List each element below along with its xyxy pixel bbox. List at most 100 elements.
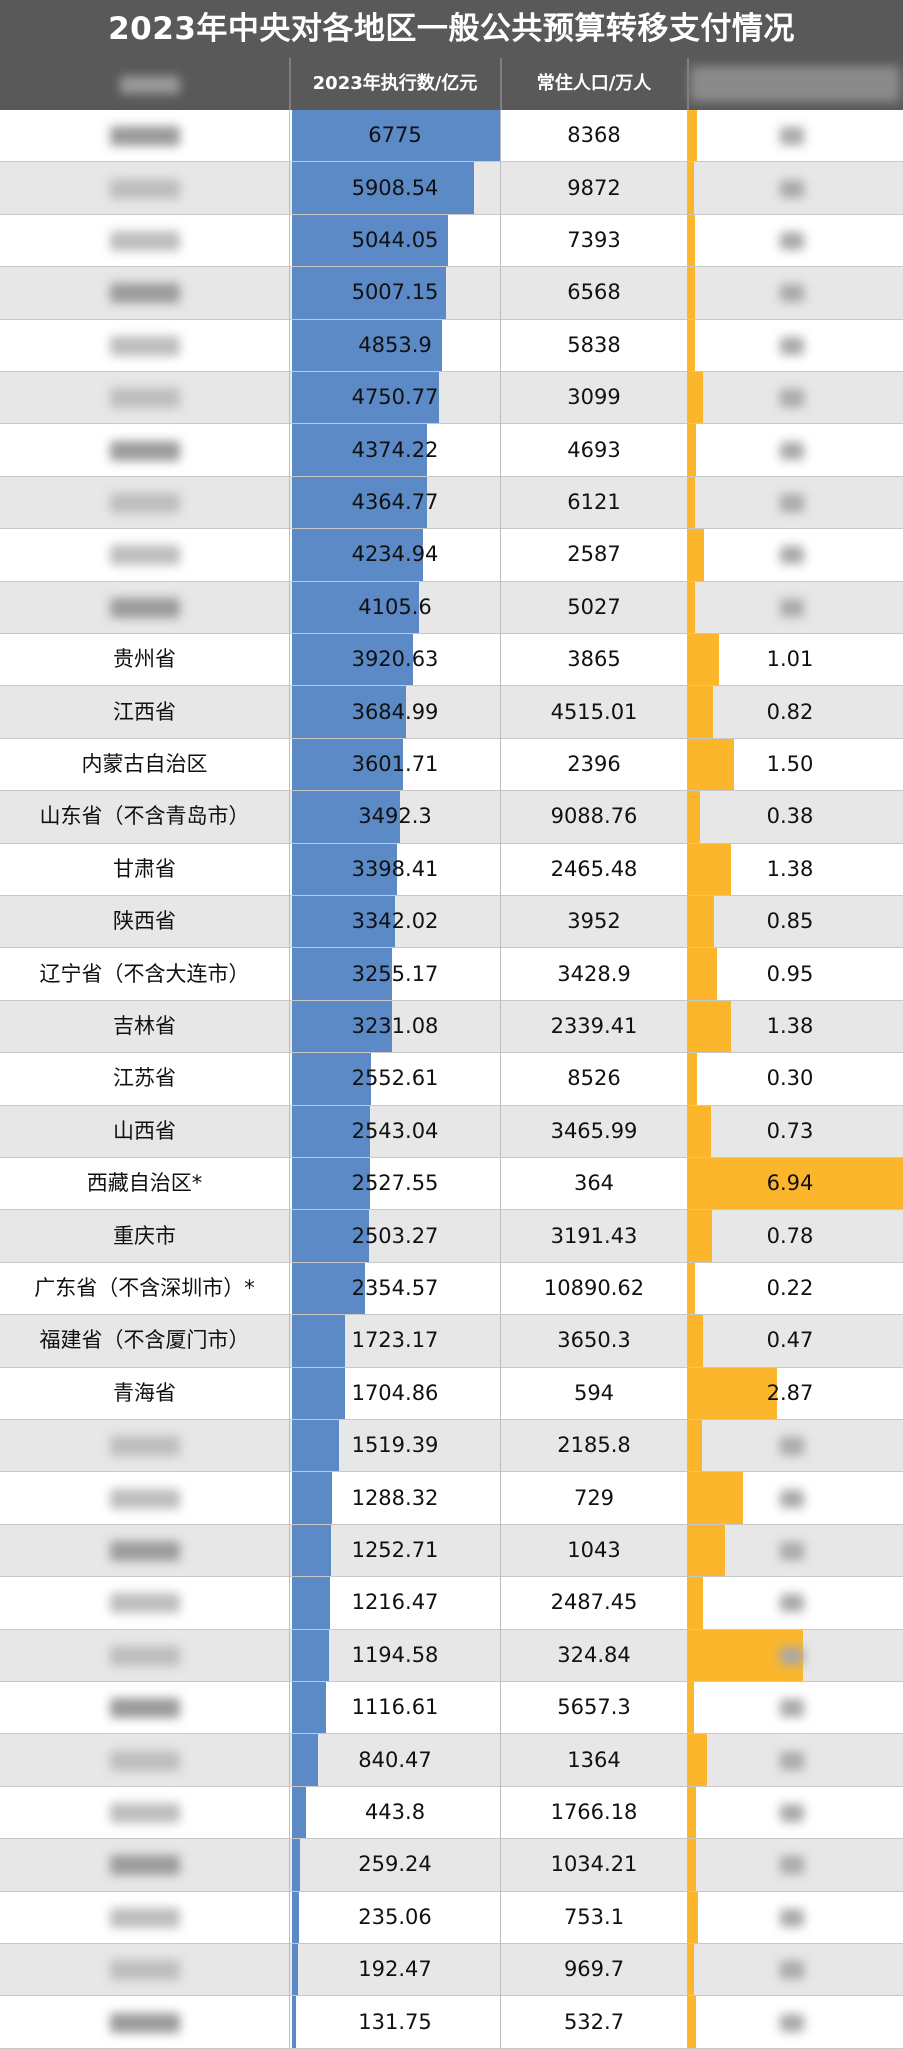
population-value: 324.84 [557, 1642, 631, 1667]
table-row: 江苏省 2552.61 8526 0.30 [0, 1053, 903, 1106]
table-row: 甘肃省 3398.41 2465.48 1.38 [0, 843, 903, 896]
ratio-value: 0.73 [766, 1118, 814, 1143]
ratio-bar [688, 1524, 726, 1578]
table-row: 1252.71 1043 [0, 1524, 903, 1578]
ratio-bar [688, 1000, 731, 1054]
table-row: 5044.05 7393 [0, 214, 903, 268]
ratio-bar [688, 1786, 696, 1840]
population-value: 3865 [567, 647, 621, 672]
ratio-value: 0.78 [766, 1223, 814, 1248]
row-divider [0, 1838, 903, 1840]
table-row: 1519.39 2185.8 [0, 1420, 903, 1473]
region-name: 山西省 [113, 1118, 176, 1143]
amount-value: 4364.77 [351, 489, 439, 514]
table-row: 4750.77 3099 [0, 372, 903, 425]
population-value: 969.7 [563, 1957, 625, 1982]
table-header: 2023年执行数/亿元 常住人口/万人 [0, 58, 903, 110]
population-value: 1043 [567, 1537, 621, 1562]
header-ratio-blur [690, 66, 900, 102]
amount-value: 2354.57 [351, 1275, 439, 1300]
ratio-value: 6.94 [766, 1171, 814, 1196]
ratio-bar [688, 581, 696, 634]
table-row: 4234.94 2587 [0, 529, 903, 582]
amount-bar [292, 529, 423, 582]
table-row: 6775 8368 [0, 110, 903, 163]
header-divider [687, 58, 689, 110]
ratio-value-blurred [780, 1489, 804, 1508]
ratio-bar [688, 1315, 703, 1368]
amount-bar [292, 1786, 306, 1840]
ratio-bar [688, 1734, 708, 1787]
header-amount: 2023年执行数/亿元 [312, 73, 478, 94]
ratio-bar [688, 634, 720, 687]
amount-value: 443.8 [364, 1799, 426, 1824]
row-divider [0, 894, 903, 896]
ratio-value-blurred [780, 1908, 804, 1927]
ratio-value: 1.38 [766, 1013, 814, 1038]
row-divider [0, 161, 903, 163]
region-name: 陕西省 [113, 909, 176, 934]
amount-bar [292, 791, 400, 844]
ratio-bar [688, 476, 695, 530]
amount-bar [292, 634, 413, 687]
table-row: 福建省（不含厦门市） 1723.17 3650.3 0.47 [0, 1315, 903, 1368]
ratio-bar [688, 1996, 696, 2049]
population-value: 2396 [567, 751, 621, 776]
amount-value: 3920.63 [351, 647, 439, 672]
amount-value: 2527.55 [351, 1171, 439, 1196]
ratio-bar [688, 424, 697, 477]
row-divider [0, 1261, 903, 1263]
table-row: 4105.6 5027 [0, 581, 903, 634]
amount-bar [292, 843, 397, 896]
region-name-blurred [110, 1802, 180, 1823]
row-divider [0, 1680, 903, 1682]
region-name: 广东省（不含深圳市）* [34, 1275, 255, 1300]
ratio-value-blurred [780, 2013, 804, 2032]
table-row: 青海省 1704.86 594 2.87 [0, 1367, 903, 1420]
amount-bar [292, 1996, 297, 2049]
ratio-bar [688, 214, 695, 268]
region-name-blurred [110, 1593, 180, 1614]
population-value: 3191.43 [550, 1223, 638, 1248]
amount-bar [292, 1734, 318, 1787]
ratio-value: 0.82 [766, 699, 814, 724]
region-name-blurred [110, 545, 180, 566]
amount-value: 3255.17 [351, 961, 439, 986]
row-divider [0, 1733, 903, 1735]
population-value: 2587 [567, 542, 621, 567]
population-value: 8526 [567, 1066, 621, 1091]
population-value: 729 [573, 1485, 615, 1510]
row-divider [0, 1156, 903, 1158]
ratio-bar [688, 791, 700, 844]
amount-bar [292, 424, 427, 477]
region-name-blurred [110, 126, 180, 147]
column-divider [687, 110, 688, 2048]
region-name-blurred [110, 1436, 180, 1457]
region-name: 重庆市 [113, 1223, 176, 1248]
table-body: 6775 8368 5908.54 9872 5044.05 7393 5007.15 656… [0, 110, 903, 2049]
row-divider [0, 947, 903, 949]
region-name-blurred [110, 1540, 180, 1561]
region-name-blurred [110, 1907, 180, 1928]
table-row: 广东省（不含深圳市）* 2354.57 10890.62 0.22 [0, 1262, 903, 1316]
ratio-bar [688, 110, 698, 163]
region-name: 山东省（不含青岛市） [39, 804, 250, 829]
amount-bar [292, 110, 501, 163]
amount-value: 6775 [368, 123, 422, 148]
region-name-blurred [110, 1750, 180, 1771]
ratio-value-blurred [780, 1751, 804, 1770]
ratio-bar [688, 686, 714, 739]
region-name: 甘肃省 [113, 856, 176, 881]
ratio-value-blurred [780, 389, 804, 408]
amount-value: 3231.08 [351, 1013, 439, 1038]
table-row: 235.06 753.1 [0, 1891, 903, 1944]
region-name-blurred [110, 1645, 180, 1666]
row-divider [0, 1366, 903, 1368]
population-value: 3428.9 [557, 961, 631, 986]
ratio-value: 0.22 [766, 1275, 814, 1300]
region-name-blurred [110, 1960, 180, 1981]
population-value: 1034.21 [550, 1852, 638, 1877]
row-divider [0, 266, 903, 268]
table-row: 陕西省 3342.02 3952 0.85 [0, 896, 903, 949]
amount-value: 3684.99 [351, 699, 439, 724]
